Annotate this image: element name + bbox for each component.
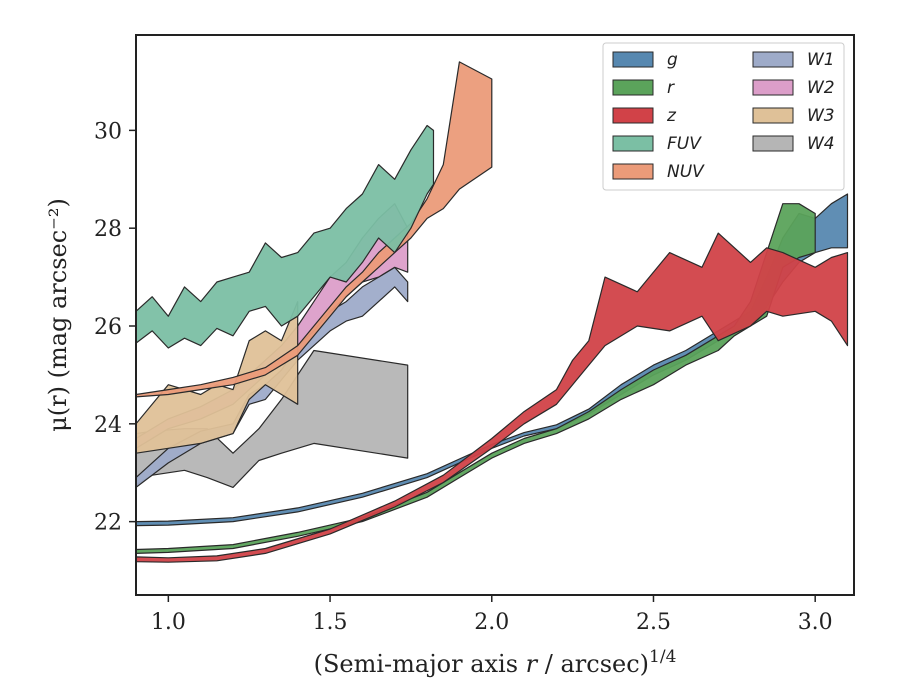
legend-swatch-nuv — [612, 163, 654, 180]
legend-label-g: g — [667, 50, 678, 70]
y-tick-label: 24 — [94, 413, 122, 438]
band-area-nuv — [136, 61, 493, 398]
x-tick-label: 1.0 — [151, 610, 186, 635]
y-tick-label: 26 — [94, 315, 122, 340]
band-profiles — [136, 61, 849, 563]
band-area-z — [136, 232, 849, 563]
plot-frame — [135, 34, 855, 596]
legend-label-w4: W4 — [807, 134, 835, 154]
legend-label-r: r — [667, 78, 675, 98]
legend-swatch-w2 — [752, 79, 794, 96]
legend-label-z: z — [666, 106, 677, 126]
legend-swatch-g — [612, 51, 654, 68]
y-tick-label: 30 — [94, 119, 122, 144]
legend-swatch-w1 — [752, 51, 794, 68]
legend-label-fuv: FUV — [667, 134, 702, 154]
x-tick-label: 2.5 — [636, 610, 671, 635]
legend-swatch-w4 — [752, 135, 794, 152]
legend-swatch-fuv — [612, 135, 654, 152]
x-axis-label: (Semi-major axis r / arcsec)1/4 — [314, 647, 677, 678]
y-axis-ticks: 22 24 26 28 30 — [94, 119, 136, 536]
x-tick-label: 2.0 — [474, 610, 509, 635]
band-area-fuv — [136, 124, 435, 349]
legend-label-w3: W3 — [807, 106, 835, 126]
legend-label-w2: W2 — [807, 78, 835, 98]
band-area-r — [136, 203, 816, 555]
legend: grz FUV NUV W1 W2 W3 W4 — [602, 42, 845, 191]
y-axis-label: μ(r) (mag arcsec⁻²) — [44, 198, 72, 432]
x-axis-ticks: 1.0 1.5 2.0 2.5 3.0 — [151, 595, 833, 635]
legend-label-w1: W1 — [807, 50, 835, 70]
legend-swatch-r — [612, 79, 654, 96]
y-tick-label: 28 — [94, 217, 122, 242]
legend-swatch-w3 — [752, 107, 794, 124]
legend-swatch-z — [612, 107, 654, 124]
x-tick-label: 1.5 — [313, 610, 348, 635]
legend-label-nuv: NUV — [667, 162, 705, 182]
x-tick-label: 3.0 — [798, 610, 833, 635]
y-tick-label: 22 — [94, 511, 122, 536]
